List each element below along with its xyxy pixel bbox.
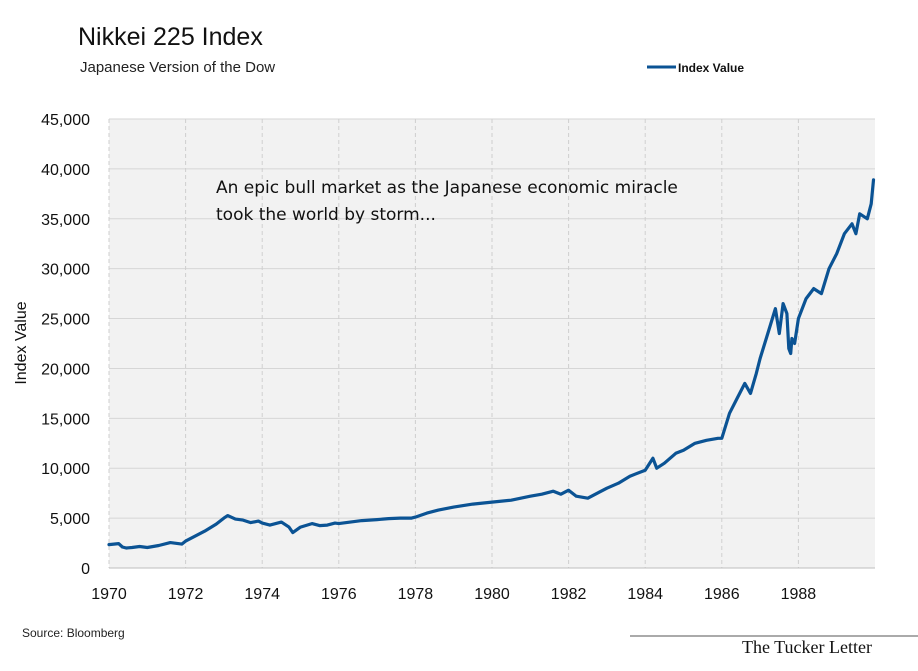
y-axis-label: Index Value [13, 301, 30, 384]
x-tick-label: 1984 [627, 586, 663, 603]
x-tick-label: 1986 [704, 586, 740, 603]
x-tick-label: 1978 [398, 586, 434, 603]
x-tick-label: 1974 [244, 586, 280, 603]
y-tick-label: 30,000 [41, 262, 90, 279]
y-axis-ticks: 0 5,000 10,000 15,000 20,000 25,000 30,000 35,0… [41, 112, 90, 578]
y-tick-label: 35,000 [41, 212, 90, 229]
chart-subtitle: Japanese Version of the Dow [80, 59, 275, 76]
y-tick-label: 45,000 [41, 112, 90, 129]
x-axis-ticks: 1970 1972 1974 1976 1978 1980 1982 1984 1986 1988 [91, 586, 816, 603]
y-tick-label: 40,000 [41, 162, 90, 179]
legend-label: Index Value [678, 61, 744, 75]
y-tick-label: 20,000 [41, 361, 90, 378]
source-note: Source: Bloomberg [22, 626, 125, 640]
series-line-index-value [107, 178, 876, 550]
x-tick-label: 1982 [551, 586, 587, 603]
annotation-line-2: took the world by storm... [216, 205, 436, 225]
legend: Index Value [647, 61, 744, 75]
x-tick-label: 1970 [91, 586, 127, 603]
x-tick-label: 1972 [168, 586, 204, 603]
brand-text: The Tucker Letter [742, 637, 872, 657]
chart-title: Nikkei 225 Index [78, 23, 263, 51]
annotation-line-1: An epic bull market as the Japanese econ… [216, 178, 678, 198]
grid [108, 118, 875, 569]
y-tick-label: 5,000 [50, 511, 90, 528]
x-tick-label: 1976 [321, 586, 357, 603]
x-tick-label: 1988 [781, 586, 817, 603]
y-tick-label: 15,000 [41, 411, 90, 428]
y-tick-label: 0 [81, 561, 90, 578]
x-tick-label: 1980 [474, 586, 510, 603]
series-group [107, 178, 876, 550]
y-tick-label: 25,000 [41, 312, 90, 329]
y-tick-label: 10,000 [41, 461, 90, 478]
